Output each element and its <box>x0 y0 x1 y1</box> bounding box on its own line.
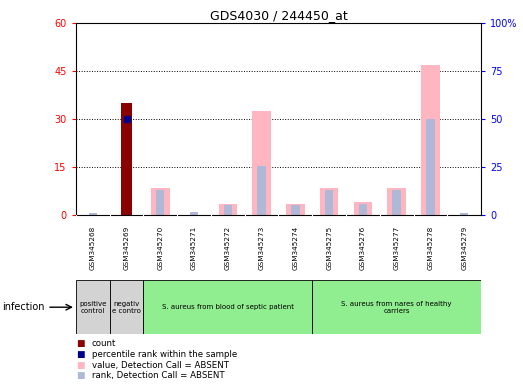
Text: value, Detection Call = ABSENT: value, Detection Call = ABSENT <box>92 361 229 370</box>
Bar <box>286 204 305 215</box>
Bar <box>110 280 143 334</box>
Bar <box>219 204 237 215</box>
Bar <box>359 204 367 215</box>
Text: ■: ■ <box>76 361 84 370</box>
Bar <box>421 65 440 215</box>
Text: ■: ■ <box>76 339 84 348</box>
Text: GSM345273: GSM345273 <box>258 225 265 270</box>
Bar <box>190 212 198 215</box>
Bar <box>354 202 372 215</box>
Bar <box>257 166 266 215</box>
Text: GSM345277: GSM345277 <box>394 225 400 270</box>
Text: GSM345270: GSM345270 <box>157 225 163 270</box>
Bar <box>312 280 481 334</box>
Text: infection: infection <box>3 302 45 312</box>
Text: GSM345278: GSM345278 <box>427 225 434 270</box>
Text: GSM345271: GSM345271 <box>191 225 197 270</box>
Bar <box>392 190 401 215</box>
Text: ■: ■ <box>76 371 84 381</box>
Bar <box>291 205 300 215</box>
Text: GSM345279: GSM345279 <box>461 225 467 270</box>
Bar <box>88 213 97 215</box>
Text: GSM345276: GSM345276 <box>360 225 366 270</box>
Bar <box>151 188 169 215</box>
Bar <box>121 103 132 215</box>
Bar <box>76 280 110 334</box>
Text: GSM345274: GSM345274 <box>292 225 299 270</box>
Text: negativ
e contro: negativ e contro <box>112 301 141 314</box>
Text: rank, Detection Call = ABSENT: rank, Detection Call = ABSENT <box>92 371 224 381</box>
Text: GSM345275: GSM345275 <box>326 225 332 270</box>
Text: positive
control: positive control <box>79 301 106 314</box>
Bar <box>325 190 333 215</box>
Bar <box>156 190 165 215</box>
Bar <box>252 111 271 215</box>
Bar <box>143 280 312 334</box>
Text: GSM345272: GSM345272 <box>225 225 231 270</box>
Text: GSM345269: GSM345269 <box>123 225 130 270</box>
Text: ■: ■ <box>76 350 84 359</box>
Bar <box>320 188 338 215</box>
Text: GSM345268: GSM345268 <box>90 225 96 270</box>
Text: percentile rank within the sample: percentile rank within the sample <box>92 350 237 359</box>
Bar <box>426 119 435 215</box>
Bar <box>388 188 406 215</box>
Bar <box>460 213 469 215</box>
Text: count: count <box>92 339 116 348</box>
Title: GDS4030 / 244450_at: GDS4030 / 244450_at <box>210 9 347 22</box>
Text: S. aureus from nares of healthy
carriers: S. aureus from nares of healthy carriers <box>342 301 452 314</box>
Bar <box>224 205 232 215</box>
Text: S. aureus from blood of septic patient: S. aureus from blood of septic patient <box>162 304 294 310</box>
